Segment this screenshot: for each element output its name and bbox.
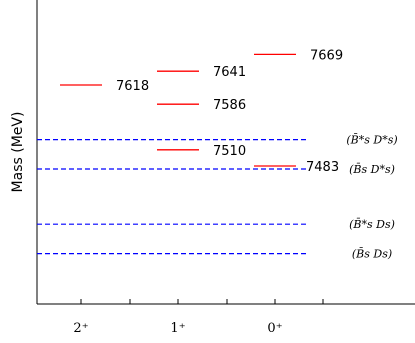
x-tick-label: 0⁺ xyxy=(267,321,282,336)
threshold-label: (B̄*s Ds) xyxy=(349,218,395,231)
y-axis-label: Mass (MeV) xyxy=(10,112,26,193)
threshold-label: (B̄s D*s) xyxy=(349,163,395,176)
threshold-label: (B̄*s D*s) xyxy=(346,134,397,147)
mass-level-label: 7669 xyxy=(310,48,343,63)
x-ticks: 2⁺ 1⁺ 0⁺ xyxy=(73,299,324,336)
mass-level-label: 7510 xyxy=(213,144,246,159)
mass-level-label: 7618 xyxy=(116,79,149,94)
mass-level-label: 7483 xyxy=(306,160,339,175)
mass-level-label: 7586 xyxy=(213,98,246,113)
x-tick-label: 2⁺ xyxy=(73,321,88,336)
threshold-label: (B̄s Ds) xyxy=(352,248,392,261)
mass-levels: 7618 7641 7586 7510 7669 7483 xyxy=(60,48,343,175)
threshold-lines: (B̄*s D*s) (B̄s D*s) (B̄*s Ds) (B̄s Ds) xyxy=(37,134,398,261)
x-tick-label: 1⁺ xyxy=(170,321,185,336)
mass-level-label: 7641 xyxy=(213,65,246,80)
